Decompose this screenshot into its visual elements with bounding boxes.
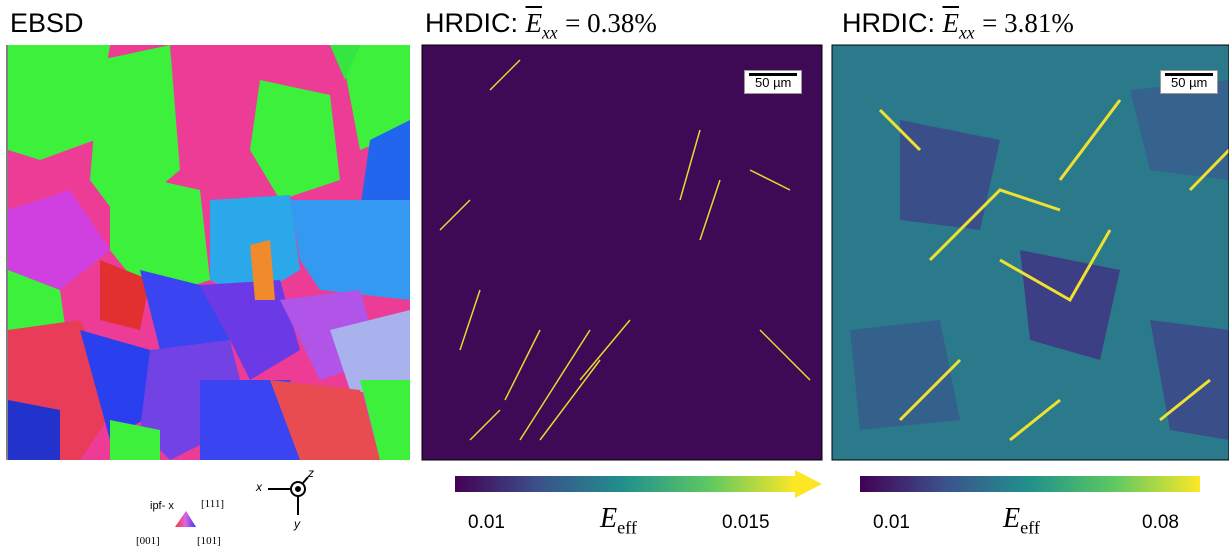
ipf-corner: [101] — [197, 535, 221, 547]
page: EBSD HRDIC: Exx = 0.38% HRDIC: Exx = 3.8… — [0, 0, 1229, 548]
figure — [0, 0, 1229, 548]
axis-z: z — [308, 466, 314, 480]
colorbar-max: 0.08 — [1142, 512, 1179, 534]
hrdic-map-high — [832, 45, 1229, 460]
symbol: E — [600, 503, 617, 534]
hrdic-map-low — [422, 45, 822, 460]
colorbar-symbol: Eeff — [600, 502, 637, 539]
colorbar-max: 0.015 — [722, 512, 770, 534]
colorbar — [860, 476, 1200, 492]
ebsd-map — [8, 45, 410, 460]
colorbar-min: 0.01 — [468, 512, 505, 534]
ipf-corner: [001] — [136, 535, 160, 547]
ipf-triangle — [175, 511, 196, 527]
colorbar-min: 0.01 — [873, 512, 910, 534]
subscript: eff — [1020, 518, 1040, 538]
colorbar — [455, 476, 795, 492]
scale-bar: 50 µm — [1160, 70, 1218, 94]
colorbar-symbol: Eeff — [1003, 502, 1040, 539]
subscript: eff — [617, 518, 637, 538]
ipf-label: ipf- x — [150, 500, 174, 512]
axis-x: x — [256, 480, 262, 494]
axes-triad — [268, 477, 308, 515]
symbol: E — [1003, 503, 1020, 534]
ipf-corner: [111] — [201, 498, 224, 510]
axis-y: y — [294, 517, 300, 531]
scale-bar: 50 µm — [744, 70, 802, 94]
